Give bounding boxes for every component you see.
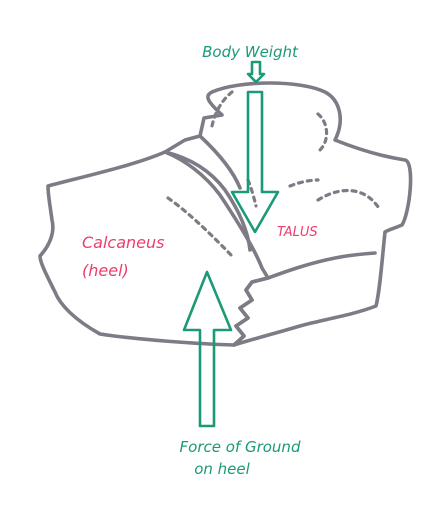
talus-outline (163, 81, 413, 347)
dash-talus-right (316, 112, 329, 152)
joint-line (163, 150, 252, 252)
dash-talus-top (210, 90, 234, 128)
dash-neck (288, 178, 320, 188)
force-label-line1: Force of Ground (180, 438, 301, 456)
dash-calcaneus (166, 196, 234, 258)
calcaneus-label: Calcaneus (82, 233, 164, 252)
body-weight-label: Body Weight (202, 43, 299, 61)
body-weight-pointer (246, 60, 266, 84)
dash-talus-arc (316, 188, 382, 212)
inner-talus-line (198, 134, 242, 190)
heel-label: (heel) (82, 261, 129, 280)
calcaneus-outline (38, 150, 270, 347)
force-label-line2: on heel (194, 460, 250, 478)
talus-label: TALUS (277, 225, 318, 240)
ground-force-arrow (182, 270, 233, 428)
body-weight-arrow (230, 90, 280, 234)
